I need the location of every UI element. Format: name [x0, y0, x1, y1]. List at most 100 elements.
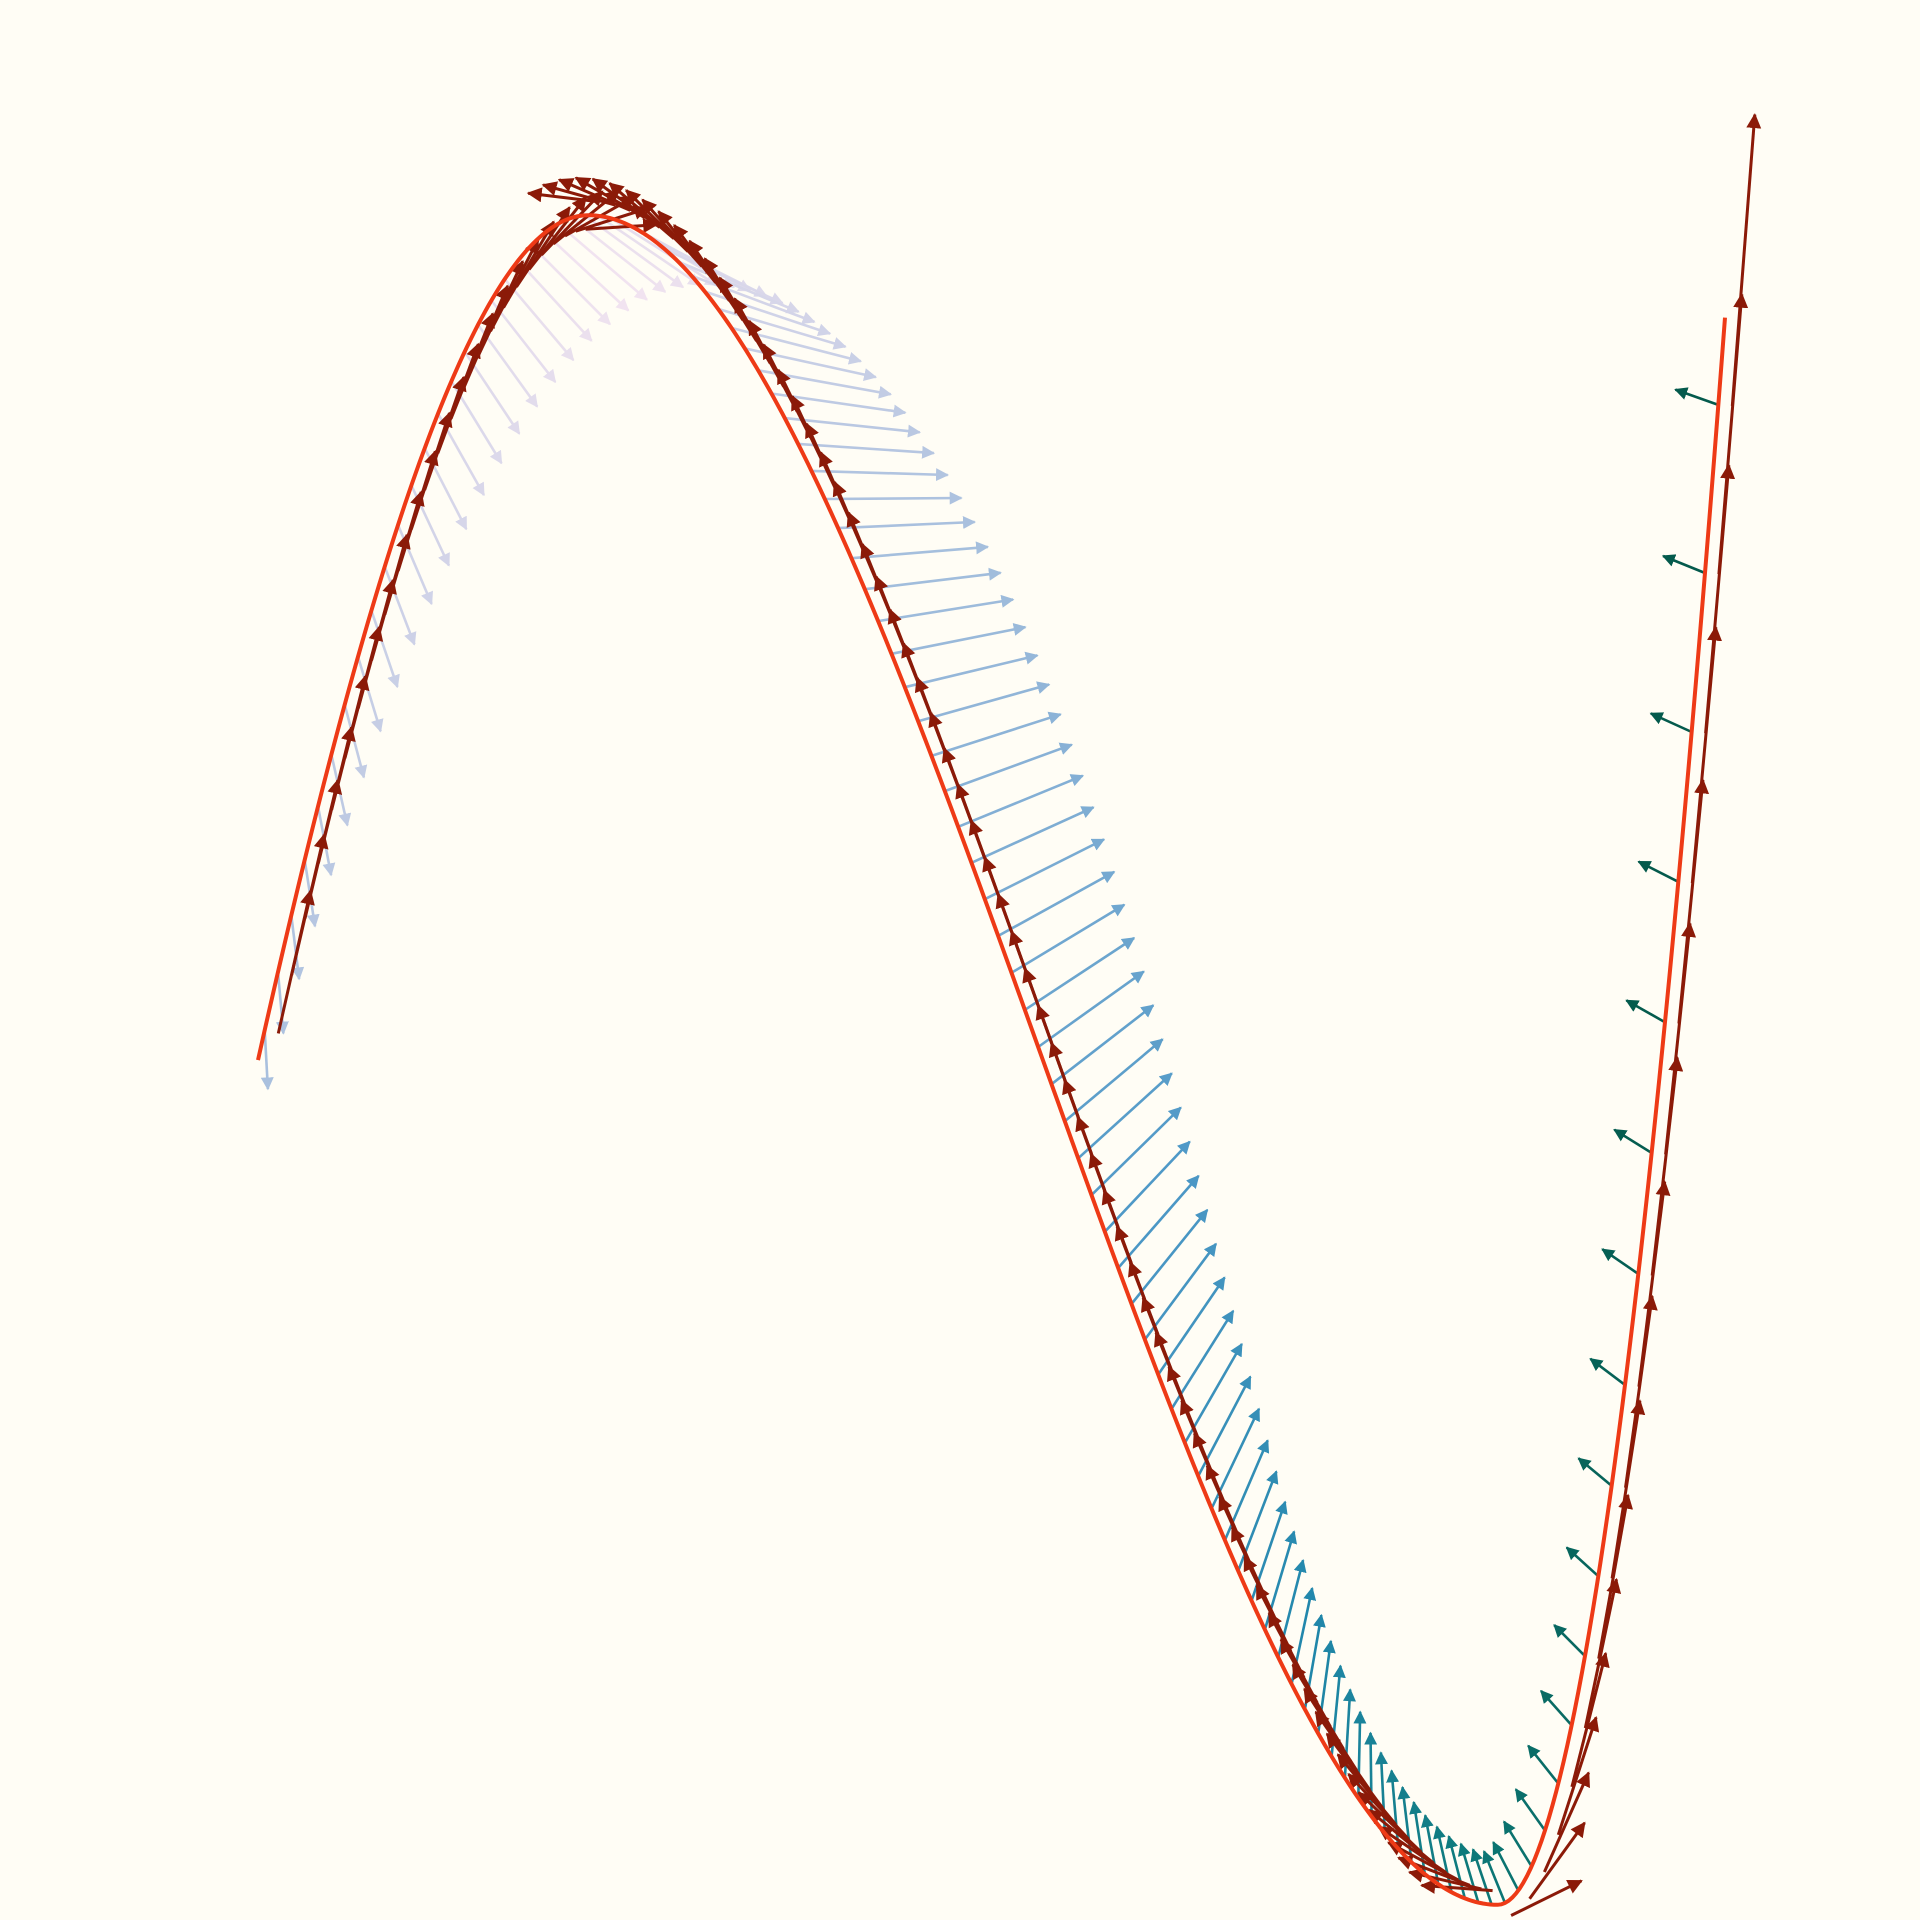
normal-arrow	[957, 774, 1085, 829]
normal-arrow	[260, 1030, 274, 1091]
normal-arrow	[690, 274, 816, 324]
tangent-arrow	[1510, 1879, 1583, 1917]
normal-arrow	[811, 468, 949, 482]
normal-arrow	[677, 260, 800, 314]
normal-arrow	[1157, 1276, 1226, 1376]
tangent-arrow	[1357, 1791, 1423, 1854]
normal-arrow	[917, 681, 1051, 723]
tangent-arrow	[574, 176, 646, 220]
normal-arrow	[1050, 1004, 1155, 1086]
normal-arrow	[1589, 1357, 1626, 1386]
normal-arrow	[356, 656, 384, 733]
normal-arrow	[970, 806, 1095, 864]
normal-arrow	[1037, 970, 1145, 1049]
normal-arrow	[290, 915, 305, 981]
tangent-arrows	[276, 113, 1762, 1917]
normal-arrow	[1236, 1470, 1279, 1572]
normal-arrow	[931, 711, 1062, 758]
normal-arrow	[1553, 1624, 1586, 1658]
normal-arrows	[260, 214, 1719, 1906]
normal-arrow	[410, 484, 451, 567]
tangent-arrow	[502, 220, 555, 309]
normal-arrow	[1565, 1546, 1600, 1578]
normal-arrow	[1457, 1842, 1480, 1903]
normal-arrow	[784, 416, 921, 438]
tangent-arrow	[1347, 1772, 1410, 1841]
normal-arrow	[904, 651, 1039, 689]
normal-arrow	[1514, 1788, 1547, 1832]
normal-arrow	[490, 299, 557, 384]
tangent-arrow	[526, 187, 600, 204]
normal-arrow	[503, 278, 575, 362]
normal-arrow	[396, 524, 433, 606]
normal-arrow	[997, 870, 1116, 938]
tangent-arrow	[1528, 1821, 1586, 1900]
normal-arrow	[383, 566, 417, 646]
normal-arrow	[664, 248, 784, 305]
normal-arrow	[944, 742, 1074, 793]
normal-arrow	[1637, 860, 1679, 883]
normal-arrow	[1374, 1751, 1388, 1834]
normal-arrow	[891, 623, 1027, 656]
normal-arrow	[517, 259, 593, 342]
normal-arrow	[1577, 1457, 1613, 1487]
normal-arrow	[1613, 1128, 1653, 1155]
normal-arrow	[1103, 1140, 1191, 1233]
normal-arrow	[610, 217, 719, 287]
normal-arrow	[543, 231, 630, 312]
tangent-arrow	[1624, 1294, 1658, 1488]
normal-arrow	[1527, 1744, 1560, 1785]
tangent-arrow	[489, 238, 540, 332]
normal-arrow	[1492, 1841, 1520, 1892]
tangent-arrow	[1407, 1867, 1482, 1891]
tangent-arrow	[1367, 1808, 1435, 1865]
tangent-arrow	[1610, 1399, 1646, 1579]
normal-arrow	[1482, 1849, 1507, 1904]
tangent-arrow	[1556, 1715, 1600, 1836]
tangent-arrow	[527, 196, 588, 271]
normal-arrow	[1601, 1248, 1640, 1275]
curve-line	[256, 213, 1727, 1907]
normal-arrow	[704, 290, 832, 337]
normal-arrow	[1470, 1848, 1493, 1906]
normal-arrow	[1502, 1820, 1533, 1867]
normal-arrow	[1063, 1038, 1164, 1123]
normal-arrow	[1090, 1106, 1182, 1197]
normal-arrow	[984, 838, 1106, 901]
normal-arrow	[275, 971, 289, 1035]
tangent-arrow	[476, 259, 525, 359]
tangent-arrow	[541, 181, 616, 207]
normal-arrow	[1117, 1174, 1200, 1269]
normal-arrow	[1661, 554, 1706, 575]
normal-arrow	[1077, 1072, 1173, 1160]
normal-arrow	[1010, 903, 1126, 974]
tangent-arrow	[1570, 1651, 1610, 1788]
normal-arrow	[864, 567, 1002, 591]
tangent-arrow	[1377, 1825, 1447, 1874]
tangent-arrow	[1543, 1771, 1590, 1873]
curve	[256, 213, 1727, 1907]
normal-arrow	[824, 491, 963, 505]
tangent-arrow	[1730, 113, 1762, 407]
normal-arrow	[1649, 712, 1693, 734]
normal-arrow	[1674, 387, 1719, 407]
normal-arrow	[838, 516, 976, 530]
normal-arrow	[877, 594, 1015, 623]
normal-arrow	[1130, 1208, 1209, 1305]
normal-arrow	[1386, 1769, 1400, 1849]
tangent-arrow	[585, 218, 659, 234]
tangent-arrow	[557, 178, 631, 212]
normal-arrow	[370, 610, 400, 689]
normal-arrow	[557, 222, 648, 301]
normal-arrow	[1625, 999, 1666, 1024]
normal-arrow	[1024, 936, 1136, 1011]
normal-arrow	[851, 541, 990, 560]
normal-arrow	[1540, 1689, 1573, 1727]
normal-arrow	[530, 244, 611, 326]
normal-arrow	[798, 442, 936, 459]
normal-arrow	[330, 754, 352, 827]
normal-arrow	[1143, 1242, 1218, 1341]
tangent-arrow	[1420, 1878, 1493, 1894]
